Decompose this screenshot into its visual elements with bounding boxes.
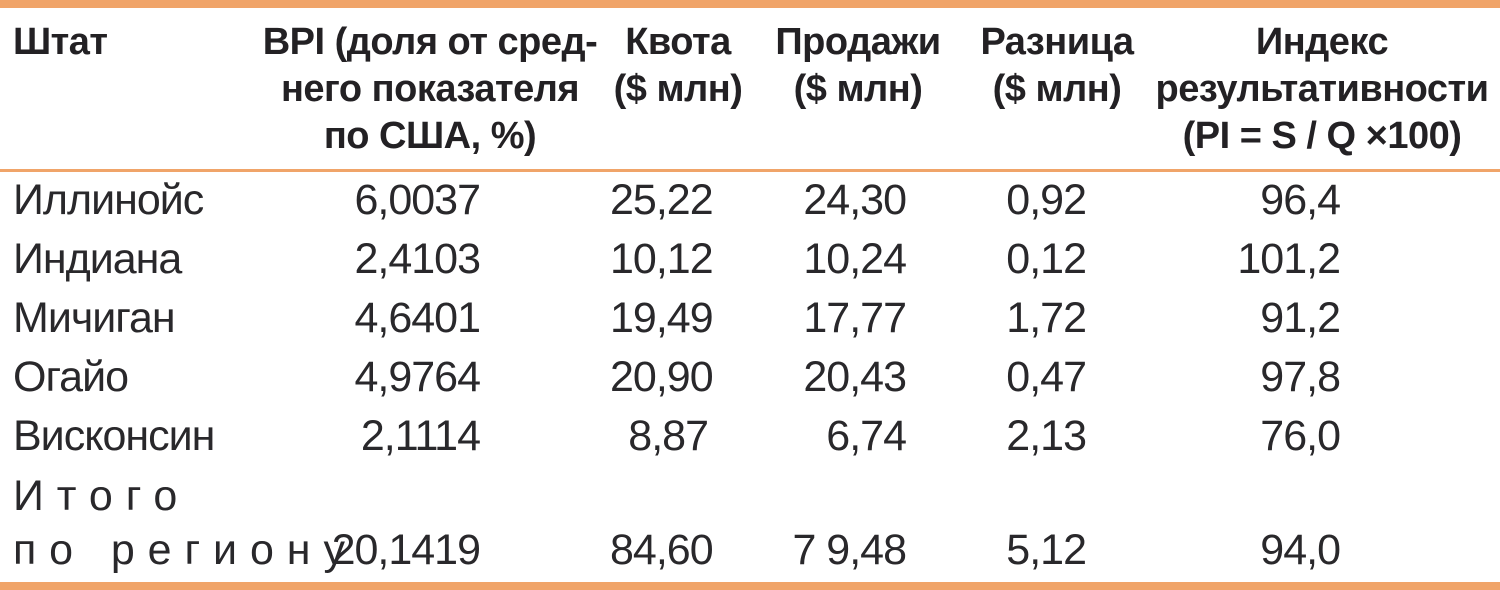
cell-bpi: 2,4103 bbox=[354, 234, 481, 283]
cell-empty bbox=[970, 466, 1144, 520]
cell-sales: 6,74 bbox=[826, 411, 907, 460]
column-header-sales: Продажи ($ млн) bbox=[746, 4, 970, 172]
cell-state: Висконсин bbox=[13, 411, 215, 460]
cell-total-sales: 7 9,48 bbox=[792, 525, 907, 574]
table-row-ohio: Огайо 4,9764 20,90 20,43 0,47 97,8 bbox=[0, 348, 1500, 407]
cell-quota: 19,49 bbox=[610, 293, 714, 342]
header-line: ($ млн) bbox=[613, 68, 743, 110]
cell-total-label-line2: по региону bbox=[13, 525, 358, 574]
cell-state: Огайо bbox=[13, 352, 129, 401]
table-row-total-label: Итого bbox=[0, 466, 1500, 520]
cell-performance-index: 97,8 bbox=[1260, 352, 1341, 401]
header-row: Штат BPI (доля от сред- него показателя … bbox=[0, 4, 1500, 172]
cell-total-label-line1: Итого bbox=[13, 471, 191, 520]
cell-difference: 0,12 bbox=[1006, 234, 1087, 283]
cell-empty bbox=[746, 466, 970, 520]
cell-sales: 10,24 bbox=[803, 234, 907, 283]
cell-bpi: 4,9764 bbox=[354, 352, 481, 401]
header-line: ($ млн) bbox=[992, 68, 1122, 110]
column-header-state: Штат bbox=[0, 4, 250, 172]
header-line: BPI (доля от сред- bbox=[262, 21, 598, 63]
cell-performance-index: 101,2 bbox=[1237, 234, 1341, 283]
cell-sales: 17,77 bbox=[803, 293, 907, 342]
column-header-difference: Разница ($ млн) bbox=[970, 4, 1144, 172]
cell-quota: 10,12 bbox=[610, 234, 714, 283]
column-header-performance-index: Индекс результативности (PI = S / Q ×100… bbox=[1144, 4, 1500, 172]
cell-empty bbox=[1144, 466, 1500, 520]
cell-performance-index: 91,2 bbox=[1260, 293, 1341, 342]
cell-bpi: 4,6401 bbox=[354, 293, 481, 342]
header-line: Разница bbox=[980, 21, 1134, 63]
cell-difference: 0,92 bbox=[1006, 176, 1087, 225]
cell-state: Иллинойс bbox=[13, 176, 204, 225]
header-line: Продажи bbox=[775, 21, 941, 63]
header-line: результативности bbox=[1155, 68, 1489, 110]
cell-total-performance-index: 94,0 bbox=[1260, 525, 1341, 574]
cell-bpi: 6,0037 bbox=[354, 176, 481, 225]
header-line: него показателя bbox=[280, 68, 580, 110]
table-row-michigan: Мичиган 4,6401 19,49 17,77 1,72 91,2 bbox=[0, 289, 1500, 348]
header-line: по США, %) bbox=[323, 115, 537, 157]
table-row-indiana: Индиана 2,4103 10,12 10,24 0,12 101,2 bbox=[0, 230, 1500, 289]
cell-difference: 2,13 bbox=[1006, 411, 1087, 460]
table-row-total-values: по региону 20,1419 84,60 7 9,48 5,12 94,… bbox=[0, 520, 1500, 586]
header-line: Штат bbox=[13, 21, 108, 63]
table-row-wisconsin: Висконсин 2,1114 8,87 6,74 2,13 76,0 bbox=[0, 407, 1500, 466]
cell-sales: 24,30 bbox=[803, 176, 907, 225]
column-header-quota: Квота ($ млн) bbox=[610, 4, 746, 172]
cell-state: Индиана bbox=[13, 234, 182, 283]
cell-empty bbox=[250, 466, 610, 520]
header-line: Индекс bbox=[1255, 21, 1389, 63]
cell-empty bbox=[610, 466, 746, 520]
table-body: Иллинойс 6,0037 25,22 24,30 0,92 96,4 Ин… bbox=[0, 171, 1500, 586]
cell-quota: 25,22 bbox=[610, 176, 714, 225]
cell-total-quota: 84,60 bbox=[610, 525, 714, 574]
cell-state: Мичиган bbox=[13, 293, 176, 342]
header-line: Квота bbox=[625, 21, 731, 63]
table-row-illinois: Иллинойс 6,0037 25,22 24,30 0,92 96,4 bbox=[0, 171, 1500, 230]
cell-difference: 1,72 bbox=[1006, 293, 1087, 342]
column-header-bpi: BPI (доля от сред- него показателя по СШ… bbox=[250, 4, 610, 172]
cell-bpi: 2,1114 bbox=[360, 411, 481, 460]
cell-performance-index: 96,4 bbox=[1260, 176, 1341, 225]
cell-total-difference: 5,12 bbox=[1006, 525, 1087, 574]
table-header: Штат BPI (доля от сред- него показателя … bbox=[0, 4, 1500, 172]
header-line: (PI = S / Q ×100) bbox=[1182, 115, 1462, 157]
cell-performance-index: 76,0 bbox=[1260, 411, 1341, 460]
cell-quota: 20,90 bbox=[610, 352, 714, 401]
cell-difference: 0,47 bbox=[1006, 352, 1087, 401]
cell-sales: 20,43 bbox=[803, 352, 907, 401]
cell-quota: 8,87 bbox=[628, 411, 709, 460]
cell-total-bpi: 20,1419 bbox=[331, 525, 481, 574]
header-line: ($ млн) bbox=[793, 68, 923, 110]
